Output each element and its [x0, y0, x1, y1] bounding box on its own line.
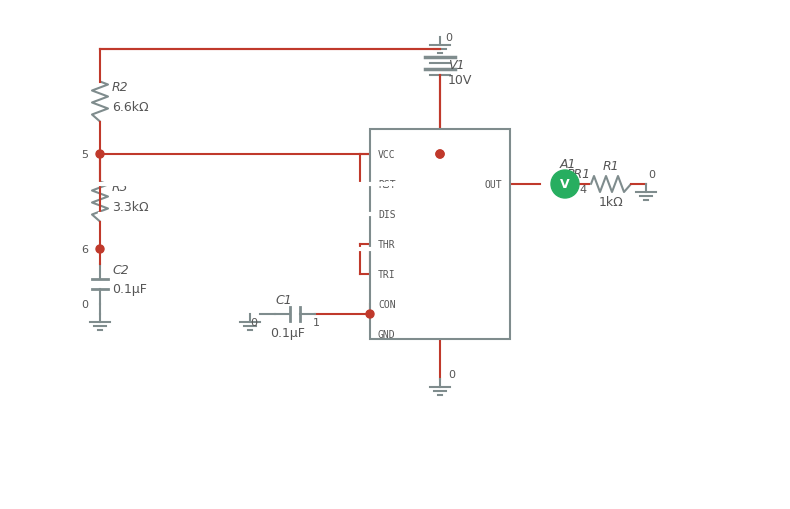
Circle shape — [436, 151, 444, 159]
Text: V1: V1 — [448, 59, 465, 71]
Text: 1kΩ: 1kΩ — [599, 196, 623, 209]
Text: 6.6kΩ: 6.6kΩ — [112, 101, 149, 114]
Text: GND: GND — [378, 329, 396, 340]
Text: TRI: TRI — [378, 269, 396, 279]
Text: A1: A1 — [560, 158, 577, 171]
Text: 0: 0 — [648, 169, 655, 180]
Text: PR1: PR1 — [567, 168, 591, 181]
Text: THR: THR — [378, 240, 396, 249]
Text: CON: CON — [378, 299, 396, 309]
Text: R2: R2 — [112, 81, 129, 94]
Circle shape — [436, 151, 444, 159]
Text: 0: 0 — [445, 33, 452, 43]
Text: DIS: DIS — [378, 210, 396, 219]
Text: 0: 0 — [250, 318, 257, 327]
Circle shape — [551, 171, 579, 199]
Text: 1: 1 — [313, 318, 320, 327]
Text: 0: 0 — [81, 299, 88, 309]
FancyBboxPatch shape — [370, 130, 510, 340]
Text: C1: C1 — [275, 293, 292, 306]
Text: 5: 5 — [81, 150, 88, 160]
Text: C2: C2 — [112, 263, 129, 276]
Text: 0: 0 — [448, 369, 455, 379]
Text: R1: R1 — [603, 160, 619, 173]
Circle shape — [96, 151, 104, 159]
Text: OUT: OUT — [484, 180, 502, 190]
Text: 6: 6 — [81, 244, 88, 254]
Circle shape — [96, 245, 104, 253]
Text: VCC: VCC — [378, 150, 396, 160]
Text: V: V — [560, 178, 570, 191]
Text: R3: R3 — [112, 181, 129, 193]
Text: RST: RST — [378, 180, 396, 190]
Text: 0.1μF: 0.1μF — [112, 283, 147, 296]
Text: 0.1μF: 0.1μF — [270, 326, 305, 339]
Text: 3.3kΩ: 3.3kΩ — [112, 201, 149, 214]
Text: 4: 4 — [579, 185, 586, 194]
Text: 10V: 10V — [448, 73, 472, 87]
Circle shape — [366, 310, 374, 318]
